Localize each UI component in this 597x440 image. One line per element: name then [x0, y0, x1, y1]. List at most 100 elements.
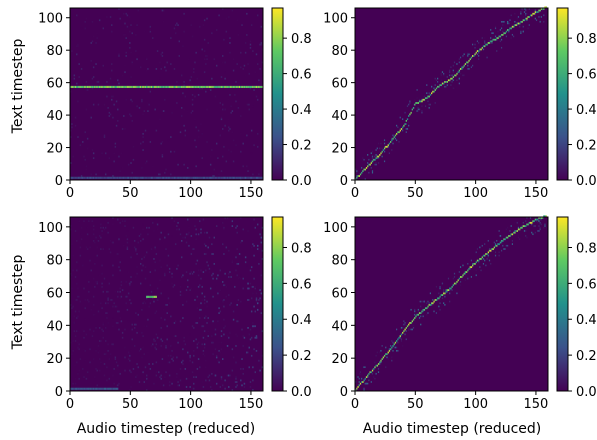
heatmap-cell — [472, 264, 474, 267]
heatmap-cell — [363, 389, 365, 391]
heatmap-cell — [237, 106, 240, 109]
heatmap-cell — [155, 310, 158, 313]
heatmap-cell — [89, 361, 91, 364]
heatmap-cell — [176, 85, 178, 88]
heatmap-cell — [532, 9, 534, 12]
heatmap-cell — [472, 43, 474, 46]
heatmap-cell — [124, 225, 126, 228]
heatmap-cell — [404, 111, 406, 114]
heatmap-cell — [73, 77, 76, 80]
heatmap-cell — [102, 290, 105, 293]
heatmap-cell — [135, 248, 137, 250]
axes-frame — [69, 216, 264, 392]
heatmap-cell — [491, 42, 493, 44]
heatmap-cell — [142, 302, 144, 305]
heatmap-cell — [80, 176, 83, 179]
heatmap-cell — [149, 271, 152, 273]
heatmap-cell — [92, 66, 95, 69]
heatmap-cell — [149, 287, 152, 290]
heatmap-cell — [445, 290, 447, 293]
heatmap-cell — [541, 8, 544, 10]
heatmap-cell — [258, 249, 260, 252]
heatmap-cell — [211, 274, 213, 277]
heatmap-cell — [391, 346, 393, 349]
heatmap-cell — [184, 129, 187, 132]
heatmap-cell — [480, 48, 482, 51]
heatmap-cell — [115, 85, 118, 88]
heatmap-cell — [114, 290, 117, 293]
heatmap-cell — [92, 295, 95, 298]
heatmap-cell — [248, 366, 250, 369]
heatmap-cell — [248, 333, 250, 336]
heatmap-cell — [159, 259, 161, 262]
heatmap-cell — [174, 32, 177, 35]
heatmap-cell — [537, 221, 539, 224]
heatmap-cell — [459, 284, 462, 286]
heatmap-cell — [248, 108, 250, 111]
heatmap-cell — [200, 136, 202, 138]
heatmap-cell — [379, 150, 381, 153]
heatmap-cell — [230, 176, 232, 179]
heatmap-cell — [173, 284, 176, 287]
heatmap-cell — [228, 16, 230, 18]
heatmap-cell — [449, 289, 451, 291]
heatmap-cell — [179, 131, 182, 134]
heatmap-cell — [535, 11, 538, 14]
heatmap-cell — [106, 312, 108, 315]
heatmap-cell — [191, 361, 194, 364]
heatmap-cell — [148, 176, 150, 179]
heatmap-cell — [88, 387, 90, 390]
heatmap-cell — [235, 381, 237, 383]
heatmap-cell — [145, 389, 148, 392]
heatmap-cell — [97, 387, 100, 390]
heatmap-cell — [137, 313, 139, 316]
heatmap-cell — [124, 369, 126, 372]
heatmap-cell — [114, 85, 116, 88]
heatmap-cell — [369, 163, 371, 166]
heatmap-cell — [434, 102, 436, 104]
heatmap-cell — [178, 176, 180, 179]
heatmap-cell — [131, 323, 133, 326]
heatmap-cell — [100, 236, 102, 239]
heatmap-cell — [539, 9, 541, 12]
heatmap-cell — [89, 85, 91, 88]
heatmap-cell — [76, 176, 78, 179]
heatmap-cell — [71, 178, 73, 181]
heatmap-cell — [174, 176, 177, 179]
heatmap-cell — [77, 136, 79, 138]
heatmap-cell — [94, 176, 96, 179]
heatmap-cell — [484, 48, 486, 51]
heatmap-cell — [149, 30, 152, 33]
heatmap-cell — [543, 8, 545, 10]
heatmap-cell — [244, 51, 247, 54]
heatmap-cell — [224, 124, 226, 127]
heatmap-cell — [150, 218, 153, 221]
heatmap-cell — [129, 359, 131, 362]
heatmap-cell — [438, 292, 440, 295]
heatmap-cell — [244, 256, 247, 259]
heatmap-cell — [456, 281, 458, 283]
heatmap-cell — [142, 264, 144, 267]
heatmap-cell — [148, 103, 150, 106]
heatmap-cell — [124, 220, 126, 223]
heatmap-cell — [201, 299, 203, 301]
heatmap-cell — [252, 325, 254, 328]
heatmap-cell — [492, 38, 494, 41]
heatmap-cell — [519, 25, 521, 28]
heatmap-cell — [145, 58, 148, 61]
heatmap-cell — [256, 244, 259, 247]
heatmap-cell — [531, 231, 533, 234]
heatmap-cell — [142, 85, 144, 88]
heatmap-cell — [241, 384, 243, 387]
heatmap-cell — [509, 230, 511, 232]
heatmap-cell — [112, 175, 114, 177]
heatmap-cell — [376, 364, 379, 367]
heatmap-cell — [141, 269, 143, 272]
heatmap-cell — [126, 238, 129, 241]
heatmap-cell — [212, 79, 214, 82]
heatmap-cell — [399, 116, 401, 119]
heatmap-cell — [261, 176, 264, 179]
heatmap-cell — [528, 8, 530, 10]
heatmap-cell — [414, 313, 416, 316]
